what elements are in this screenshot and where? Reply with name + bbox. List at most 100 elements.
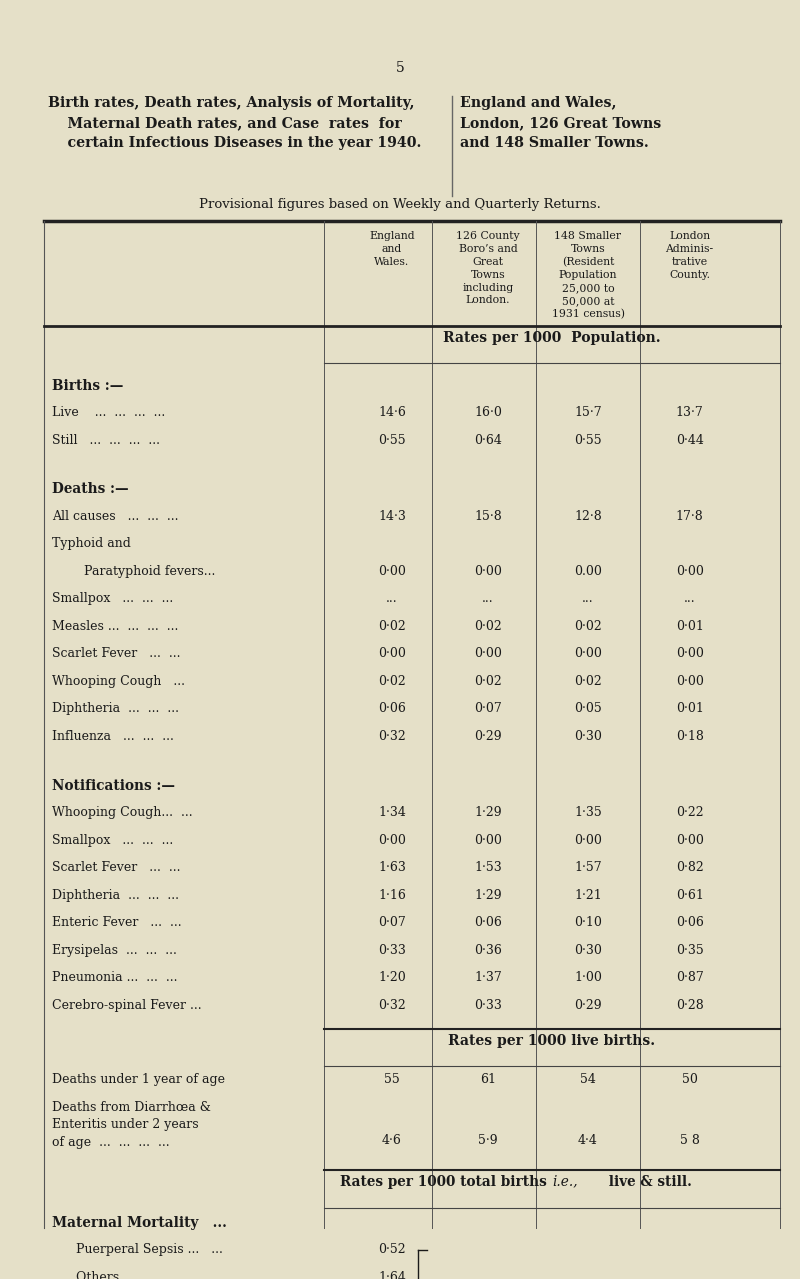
Text: 0·18: 0·18 (676, 730, 703, 743)
Text: Others  ...  ...  ...  ...: Others ... ... ... ... (76, 1270, 198, 1279)
Text: Live    ...  ...  ...  ...: Live ... ... ... ... (52, 407, 166, 420)
Text: Diphtheria  ...  ...  ...: Diphtheria ... ... ... (52, 889, 179, 902)
Text: 0·32: 0·32 (378, 730, 406, 743)
Text: 0·00: 0·00 (574, 834, 602, 847)
Text: 0·06: 0·06 (378, 702, 406, 715)
Text: Pneumonia ...  ...  ...: Pneumonia ... ... ... (52, 971, 178, 984)
Text: 5·9: 5·9 (478, 1133, 498, 1147)
Text: ...: ... (386, 592, 398, 605)
Text: 0·00: 0·00 (574, 647, 602, 660)
Text: i.e.,: i.e., (552, 1174, 578, 1188)
Text: Diphtheria  ...  ...  ...: Diphtheria ... ... ... (52, 702, 179, 715)
Text: 1·29: 1·29 (474, 889, 502, 902)
Text: Measles ...  ...  ...  ...: Measles ... ... ... ... (52, 620, 178, 633)
Text: 4·6: 4·6 (382, 1133, 402, 1147)
Text: 5: 5 (396, 61, 404, 75)
Text: 0·30: 0·30 (574, 944, 602, 957)
Text: Deaths :—: Deaths :— (52, 482, 129, 496)
Text: 0·00: 0·00 (474, 565, 502, 578)
Text: 126 County
Boro’s and
Great
Towns
including
London.: 126 County Boro’s and Great Towns includ… (456, 231, 520, 306)
Text: Deaths under 1 year of age: Deaths under 1 year of age (52, 1073, 225, 1086)
Text: 0·28: 0·28 (676, 999, 703, 1012)
Text: 0·02: 0·02 (474, 620, 502, 633)
Text: All causes   ...  ...  ...: All causes ... ... ... (52, 510, 178, 523)
Text: Whooping Cough   ...: Whooping Cough ... (52, 675, 185, 688)
Text: 0·10: 0·10 (574, 916, 602, 929)
Text: Rates per 1000  Population.: Rates per 1000 Population. (443, 331, 661, 345)
Text: ...: ... (482, 592, 494, 605)
Text: 0·01: 0·01 (676, 702, 703, 715)
Text: 1·00: 1·00 (574, 971, 602, 984)
Text: 0·00: 0·00 (676, 834, 703, 847)
Text: London
Adminis-
trative
County.: London Adminis- trative County. (666, 231, 714, 280)
Text: 50: 50 (682, 1073, 698, 1086)
Text: Still   ...  ...  ...  ...: Still ... ... ... ... (52, 434, 160, 446)
Text: 4·4: 4·4 (578, 1133, 598, 1147)
Text: Birth rates, Death rates, Analysis of Mortality,
    Maternal Death rates, and C: Birth rates, Death rates, Analysis of Mo… (48, 96, 422, 150)
Text: Paratyphoid fevers...: Paratyphoid fevers... (76, 565, 215, 578)
Text: Enteric Fever   ...  ...: Enteric Fever ... ... (52, 916, 182, 929)
Text: 0·30: 0·30 (574, 730, 602, 743)
Text: 0·00: 0·00 (676, 565, 703, 578)
Text: 15·7: 15·7 (574, 407, 602, 420)
Text: 0·87: 0·87 (676, 971, 703, 984)
Text: 0·02: 0·02 (574, 675, 602, 688)
Text: 0·02: 0·02 (378, 620, 406, 633)
Text: 1·34: 1·34 (378, 806, 406, 819)
Text: 61: 61 (480, 1073, 496, 1086)
Text: 5 8: 5 8 (680, 1133, 699, 1147)
Text: 0·05: 0·05 (574, 702, 602, 715)
Text: 1·37: 1·37 (474, 971, 502, 984)
Text: Smallpox   ...  ...  ...: Smallpox ... ... ... (52, 592, 174, 605)
Text: Cerebro-spinal Fever ...: Cerebro-spinal Fever ... (52, 999, 202, 1012)
Text: ...: ... (582, 592, 594, 605)
Text: 12·8: 12·8 (574, 510, 602, 523)
Text: 1·57: 1·57 (574, 861, 602, 874)
Text: 0·61: 0·61 (676, 889, 703, 902)
Text: 54: 54 (580, 1073, 596, 1086)
Text: 0·00: 0·00 (378, 565, 406, 578)
Text: Rates per 1000 total births: Rates per 1000 total births (341, 1174, 552, 1188)
Text: 1·53: 1·53 (474, 861, 502, 874)
Text: 1·64: 1·64 (378, 1270, 406, 1279)
Text: 0·55: 0·55 (378, 434, 406, 446)
Text: 0·36: 0·36 (474, 944, 502, 957)
Text: 0·00: 0·00 (676, 647, 703, 660)
Text: 0·02: 0·02 (574, 620, 602, 633)
Text: Maternal Mortality   ...: Maternal Mortality ... (52, 1215, 227, 1229)
Text: 0·32: 0·32 (378, 999, 406, 1012)
Text: 0·00: 0·00 (474, 647, 502, 660)
Text: Scarlet Fever   ...  ...: Scarlet Fever ... ... (52, 861, 181, 874)
Text: 14·3: 14·3 (378, 510, 406, 523)
Text: 1·16: 1·16 (378, 889, 406, 902)
Text: 0·00: 0·00 (474, 834, 502, 847)
Text: 1·20: 1·20 (378, 971, 406, 984)
Text: 0·33: 0·33 (378, 944, 406, 957)
Text: 148 Smaller
Towns
(Resident
Population
25,000 to
50,000 at
1931 census): 148 Smaller Towns (Resident Population 2… (551, 231, 625, 320)
Text: 1·29: 1·29 (474, 806, 502, 819)
Text: 0·52: 0·52 (378, 1243, 406, 1256)
Text: 0.00: 0.00 (574, 565, 602, 578)
Text: 1·63: 1·63 (378, 861, 406, 874)
Text: 0·00: 0·00 (378, 834, 406, 847)
Text: Puerperal Sepsis ...   ...: Puerperal Sepsis ... ... (76, 1243, 223, 1256)
Text: 13·7: 13·7 (676, 407, 703, 420)
Text: Notifications :—: Notifications :— (52, 779, 175, 793)
Text: England
and
Wales.: England and Wales. (369, 231, 415, 267)
Text: 0·33: 0·33 (474, 999, 502, 1012)
Text: 16·0: 16·0 (474, 407, 502, 420)
Text: 0·64: 0·64 (474, 434, 502, 446)
Text: Whooping Cough...  ...: Whooping Cough... ... (52, 806, 193, 819)
Text: 14·6: 14·6 (378, 407, 406, 420)
Text: 0·02: 0·02 (474, 675, 502, 688)
Text: 0·35: 0·35 (676, 944, 703, 957)
Text: 0·01: 0·01 (676, 620, 703, 633)
Text: Typhoid and: Typhoid and (52, 537, 131, 550)
Text: ...: ... (684, 592, 695, 605)
Text: 0·00: 0·00 (378, 647, 406, 660)
Text: Provisional figures based on Weekly and Quarterly Returns.: Provisional figures based on Weekly and … (199, 198, 601, 211)
Text: Deaths from Diarrhœa &
Enteritis under 2 years
of age  ...  ...  ...  ...: Deaths from Diarrhœa & Enteritis under 2… (52, 1101, 211, 1149)
Text: 0·00: 0·00 (676, 675, 703, 688)
Text: 0·29: 0·29 (474, 730, 502, 743)
Text: 0·29: 0·29 (574, 999, 602, 1012)
